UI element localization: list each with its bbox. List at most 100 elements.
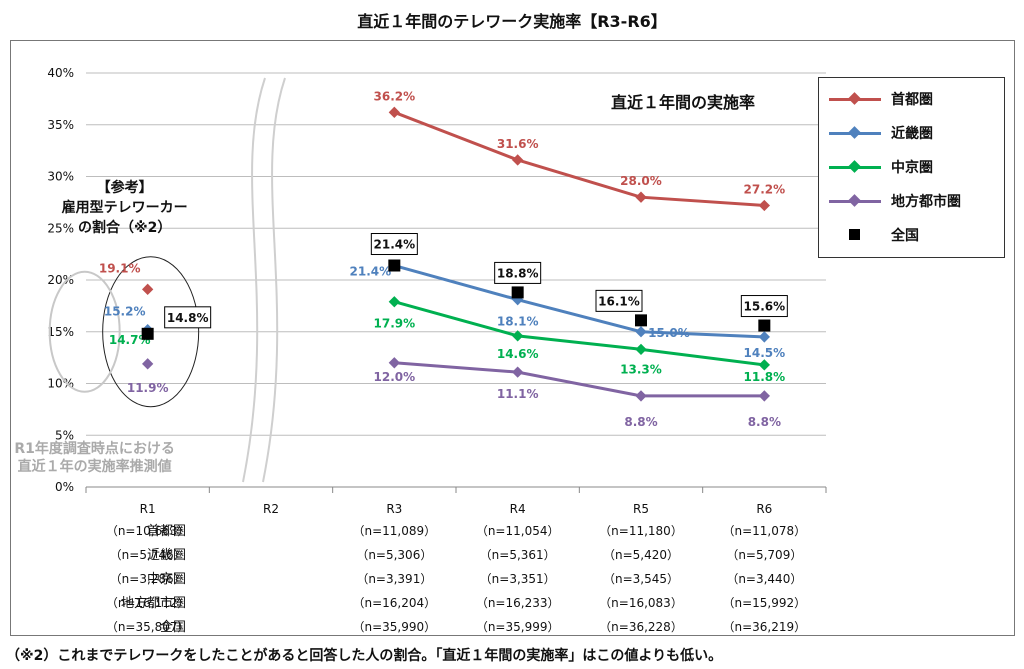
x-tick-label: R5 [633,502,649,516]
data-point-chiho [758,390,770,402]
legend-marker-chiho [848,194,861,207]
legend-item-zenkoku: 全国 [829,224,919,246]
legend-marker-kinki [848,126,861,139]
legend-label-chukyo: 中京圏 [891,160,933,176]
data-label-chukyo: 17.9% [374,317,416,331]
sample-table-row-label: 全国 [160,619,186,635]
footnote: （※2）これまでテレワークをしたことがあると回答した人の割合。「直近１年間の実施… [6,648,723,664]
data-point-shutoken [142,283,154,295]
data-point-chiho [388,357,400,369]
sample-table-cell: （n=3,351） [480,572,556,586]
sample-table-cell: （n=35,990） [353,620,437,634]
data-label-chukyo: 13.3% [620,362,662,376]
sample-table-cell: （n=3,545） [603,572,679,586]
legend-item-chukyo: 中京圏 [829,156,933,178]
sample-table-cell: （n=35,807） [106,620,190,634]
sample-table-cell: （n=11,078） [723,524,807,538]
series-line-kinki [393,264,765,339]
sample-table-row-label: 中京圏 [147,572,186,587]
sample-table-cell: （n=5,306） [356,548,432,562]
data-label-zenkoku: 18.8% [497,266,539,280]
sample-table-cell: （n=11,054） [476,524,560,538]
axis-break-line [262,77,286,483]
legend-label-zenkoku: 全国 [891,228,919,244]
data-point-zenkoku [388,259,401,272]
legend-item-chiho: 地方都市圏 [829,190,961,212]
y-tick-label: 10% [47,377,74,391]
chart-frame [10,40,1015,636]
sample-table-cell: （n=3,440） [726,572,802,586]
sample-table-cell: （n=11,089） [353,524,437,538]
data-label-chukyo: 11.8% [744,370,786,384]
data-point-kinki [758,331,770,343]
sample-table-cell: （n=16,233） [476,596,560,610]
legend-label-chiho: 地方都市圏 [891,194,961,210]
sample-table-cell: （n=5,361） [480,548,556,562]
reference-ellipse [102,256,200,408]
x-tick-label: R2 [263,502,279,516]
y-tick-label: 15% [47,325,74,339]
x-tick-label: R1 [140,502,156,516]
sample-table-cell: （n=5,420） [603,548,679,562]
axis-break-line [242,77,266,483]
sample-table-cell: （n=16,112） [106,596,190,610]
data-point-shutoken [512,154,524,166]
data-point-chukyo [635,343,647,356]
sample-table-row-label: 首都圏 [147,524,186,539]
period-annotation: 直近１年間の実施率 [611,93,755,112]
data-point-chukyo [758,359,770,371]
legend-label-shutoken: 首都圏 [891,92,933,108]
data-label-shutoken: 28.0% [620,174,662,188]
data-label-zenkoku: 21.4% [374,238,416,252]
data-label-box-zenkoku [595,289,643,312]
legend-label-kinki: 近畿圏 [891,126,933,142]
y-tick-label: 40% [47,66,74,80]
data-point-chukyo [512,330,524,342]
y-tick-label: 30% [47,170,74,184]
x-tick-label: R4 [510,502,526,516]
data-label-zenkoku: 16.1% [598,294,640,308]
data-label-chukyo: 14.6% [497,347,539,361]
data-point-shutoken [635,191,647,203]
chart-title: 直近１年間のテレワーク実施率【R3-R6】 [357,12,667,31]
data-label-box-zenkoku [740,295,788,318]
data-label-shutoken: 27.2% [744,182,786,196]
sample-table-cell: （n=36,228） [599,620,683,634]
data-label-chiho: 12.0% [374,370,416,384]
sample-table-cell: （n=16,083） [599,596,683,610]
sample-table-cell: （n=3,391） [356,572,432,586]
data-label-shutoken: 36.2% [374,89,416,103]
chart-legend: 首都圏 近畿圏 中京圏 地方都市圏 全国 [818,77,1005,258]
data-label-zenkoku: 14.8% [167,311,209,325]
data-point-shutoken [388,106,400,118]
data-point-chiho [635,390,647,402]
reference-annotation: 雇用型テレワーカー [62,199,188,216]
sample-table-cell: （n=16,204） [353,596,437,610]
series-line-chukyo [393,300,765,367]
sample-table-cell: （n=15,992） [723,596,807,610]
data-point-kinki [635,326,647,338]
sample-table-cell: （n=5,709） [726,548,802,562]
legend-marker-shutoken [848,92,861,105]
estimate-annotation: R1年度調査時点における [14,440,175,457]
y-tick-label: 0% [55,480,74,494]
reference-annotation: の割合（※2） [78,219,171,236]
data-label-box-zenkoku [494,261,542,284]
data-point-zenkoku [635,314,647,327]
data-label-chiho: 11.1% [497,387,539,401]
data-label-kinki: 15.2% [104,305,146,319]
legend-marker-chukyo [848,160,861,173]
sample-table-cell: （n=11,180） [599,524,683,538]
data-label-chukyo: 14.7% [109,333,151,347]
legend-item-shutoken: 首都圏 [829,88,933,110]
data-label-shutoken: 19.1% [99,261,141,275]
series-line-shutoken [393,110,765,207]
data-point-chukyo [388,296,400,308]
reference-annotation: 【参考】 [97,179,153,196]
estimate-ellipse [48,270,121,393]
x-tick-label: R6 [756,502,772,516]
data-label-kinki: 21.4% [350,265,392,279]
data-point-chiho [512,366,524,378]
data-label-shutoken: 31.6% [497,137,539,151]
data-label-chiho: 8.8% [748,415,781,429]
